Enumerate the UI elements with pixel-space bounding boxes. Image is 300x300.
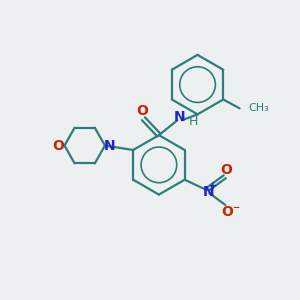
Text: +: + (209, 181, 217, 191)
Text: N: N (202, 184, 214, 199)
Text: O: O (136, 104, 148, 118)
Text: CH₃: CH₃ (248, 103, 269, 113)
Text: ⁻: ⁻ (232, 203, 239, 217)
Text: N: N (103, 139, 115, 152)
Text: O: O (52, 139, 64, 152)
Text: N: N (174, 110, 185, 124)
Text: O: O (220, 163, 232, 177)
Text: O: O (221, 205, 233, 218)
Text: H: H (189, 115, 198, 128)
